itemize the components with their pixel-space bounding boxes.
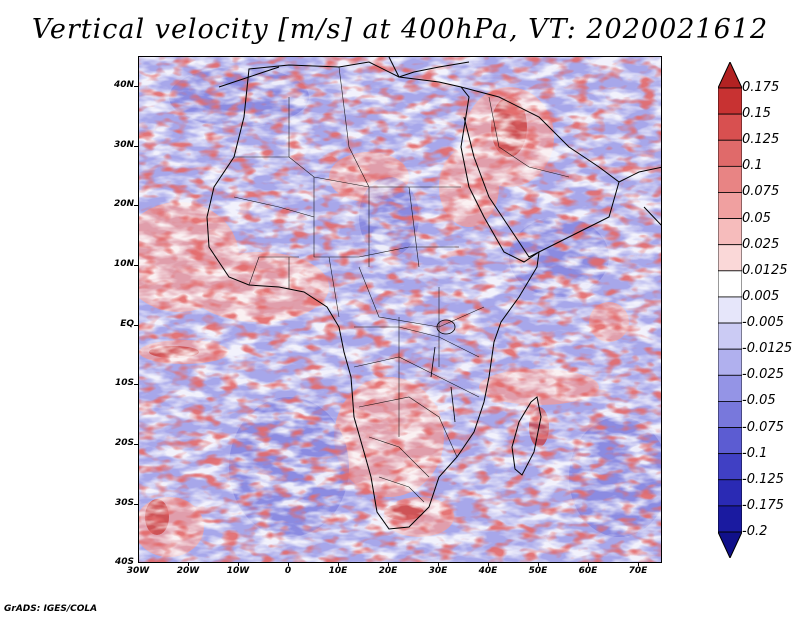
colorbar-label: -0.075 [742,419,784,435]
colorbar-label: -0.125 [742,471,784,487]
colorbar-bottom-arrow [718,531,742,558]
colorbar-label: 0.175 [742,80,780,95]
lake-victoria [436,319,456,335]
lat-tick [134,504,138,505]
lat-label-30n: 30N [113,140,134,150]
colorbar-bin [718,322,742,350]
grads-credit: GrADS: IGES/COLA [4,604,98,614]
colorbar-label: -0.05 [742,393,776,409]
country-borders [233,66,570,503]
colorbar-label: -0.0125 [742,341,793,357]
lon-label-60e: 60E [578,566,598,576]
colorbar-bin [718,270,742,298]
lon-tick [338,562,339,566]
colorbar-bin [718,348,742,376]
lon-label-0: 0 [284,566,292,576]
lake-malawi [450,386,456,423]
lake-tanganyika [430,346,436,378]
colorbar-bin [718,218,742,246]
chart-title: Vertical velocity [m/s] at 400hPa, VT: 2… [31,14,769,45]
colorbar-bin [718,244,742,272]
colorbar-label: 0.0125 [742,262,788,278]
lon-tick [288,562,289,566]
lat-tick [134,265,138,266]
colorbar-label: 0.075 [742,184,780,200]
lon-tick [488,562,489,566]
field-noise-red [139,57,661,562]
lon-label-70e: 70E [628,566,648,576]
colorbar-bin [718,505,742,533]
lon-label-30e: 30E [428,566,448,576]
lat-label-40n: 40N [113,80,134,90]
lon-tick [588,562,589,566]
lon-tick [638,562,639,566]
lat-label-10s: 10S [114,378,134,388]
map-panel [138,56,662,563]
asia-coastline [618,166,661,226]
colorbar-label: 0.025 [742,236,780,252]
lon-tick [438,562,439,566]
colorbar-bin [718,113,742,141]
lon-label-20e: 20E [378,566,398,576]
colorbar-label: 0.05 [742,210,771,226]
lat-tick [134,325,138,326]
colorbar-label: -0.175 [742,497,784,513]
lat-tick [134,384,138,385]
colorbar-bin [718,427,742,455]
lat-label-20s: 20S [114,438,134,448]
colorbar-bin [718,296,742,324]
colorbar-bin [718,479,742,507]
africa-coastline [206,61,540,530]
colorbar-bin [718,87,742,115]
colorbar-label: 0.125 [742,132,780,148]
lon-label-10e: 10E [328,566,348,576]
colorbar-bin [718,165,742,193]
lon-label-30w: 30W [126,566,150,576]
colorbar-bin [718,139,742,167]
colorbar-label: -0.1 [742,445,768,461]
arabia-coastline [460,86,620,258]
lon-label-40e: 40E [478,566,498,576]
lat-label-30s: 30S [114,498,134,508]
lon-tick [388,562,389,566]
lat-tick [134,444,138,445]
colorbar-label: 0.1 [742,158,763,174]
colorbar-label: 0.15 [742,106,771,122]
lat-label-20n: 20N [113,199,134,209]
lon-label-50e: 50E [528,566,548,576]
madagascar-coastline [511,396,542,476]
colorbar-bin [718,374,742,402]
lon-label-10w: 10W [226,566,250,576]
colorbar-top-arrow [718,62,742,89]
lat-tick [134,86,138,87]
lat-tick [134,205,138,206]
colorbar-bin [718,192,742,219]
colorbar-label: -0.005 [742,315,784,331]
lat-tick [134,146,138,147]
lakes [430,319,456,423]
lat-label-eq: EQ [120,319,134,329]
lon-tick [238,562,239,566]
colorbar-label: -0.2 [742,524,768,539]
lon-tick [538,562,539,566]
lat-label-40s: 40S [114,557,134,567]
colorbar-bin [718,453,742,481]
velocity-field-map [139,57,661,562]
colorbar-bin [718,401,742,428]
colorbar-label: 0.005 [742,288,780,304]
colorbar-label: -0.025 [742,367,784,383]
lon-label-20w: 20W [176,566,200,576]
lon-tick [188,562,189,566]
coastlines [206,57,661,530]
colorbar [718,62,742,558]
europe-coastline [218,57,470,88]
lat-label-10n: 10N [113,259,134,269]
